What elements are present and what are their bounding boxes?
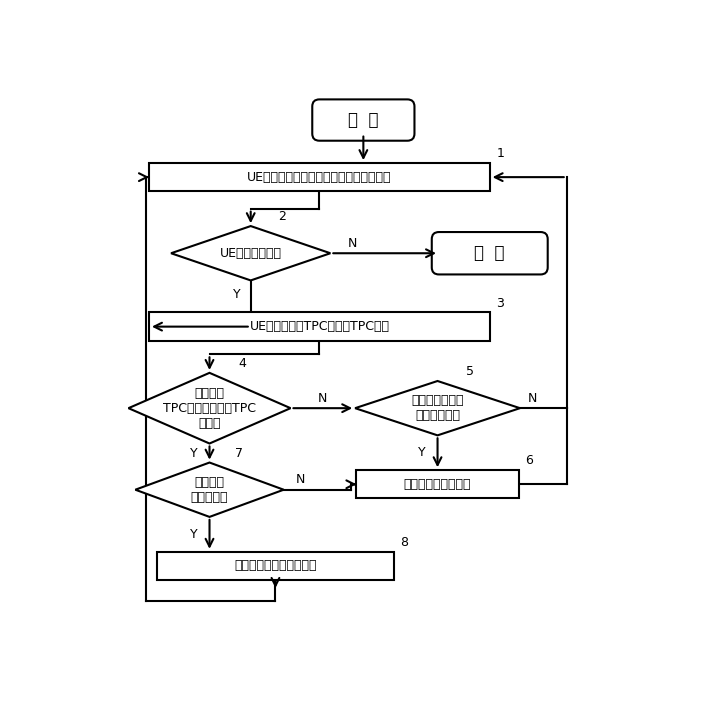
Polygon shape xyxy=(128,373,291,443)
Text: Y: Y xyxy=(190,528,198,541)
Bar xyxy=(357,470,518,498)
FancyBboxPatch shape xyxy=(312,100,415,140)
Text: 功率偏置增加一个量: 功率偏置增加一个量 xyxy=(404,478,471,491)
Text: 6: 6 xyxy=(525,455,533,467)
Text: UE在软切换区？: UE在软切换区？ xyxy=(220,246,281,260)
Text: UE接收各基站TPC，进行TPC合并: UE接收各基站TPC，进行TPC合并 xyxy=(250,320,389,333)
Text: 4: 4 xyxy=(238,357,246,370)
Bar xyxy=(149,313,490,341)
Text: 将功率偏置设置为缺省值: 将功率偏置设置为缺省值 xyxy=(234,559,317,573)
Bar xyxy=(149,163,490,191)
Text: 7: 7 xyxy=(235,447,243,460)
Text: Y: Y xyxy=(190,446,198,460)
Text: 相同超过
规定次数？: 相同超过 规定次数？ xyxy=(191,476,228,503)
Polygon shape xyxy=(171,226,330,280)
Text: N: N xyxy=(347,237,357,250)
Text: Y: Y xyxy=(418,446,426,459)
Text: N: N xyxy=(296,474,305,486)
Polygon shape xyxy=(135,462,284,517)
FancyBboxPatch shape xyxy=(432,232,548,275)
Text: 1: 1 xyxy=(496,148,504,160)
Text: 开  始: 开 始 xyxy=(348,111,379,129)
Polygon shape xyxy=(355,381,520,436)
Text: 结  束: 结 束 xyxy=(474,244,505,262)
Text: 8: 8 xyxy=(400,536,408,549)
Text: N: N xyxy=(318,392,328,405)
Text: 合并后的
TPC与服务基站的TPC
相同？: 合并后的 TPC与服务基站的TPC 相同？ xyxy=(163,387,256,430)
Text: 当前功率偏置小
于最大偏置？: 当前功率偏置小 于最大偏置？ xyxy=(411,394,464,422)
Bar xyxy=(157,551,393,580)
Text: 5: 5 xyxy=(467,365,474,378)
Text: 2: 2 xyxy=(279,210,286,223)
Text: N: N xyxy=(527,392,537,405)
Text: Y: Y xyxy=(233,287,241,301)
Text: 3: 3 xyxy=(496,297,504,310)
Text: UE进入软切换区域时设置缺省功率偏置值: UE进入软切换区域时设置缺省功率偏置值 xyxy=(247,171,391,184)
